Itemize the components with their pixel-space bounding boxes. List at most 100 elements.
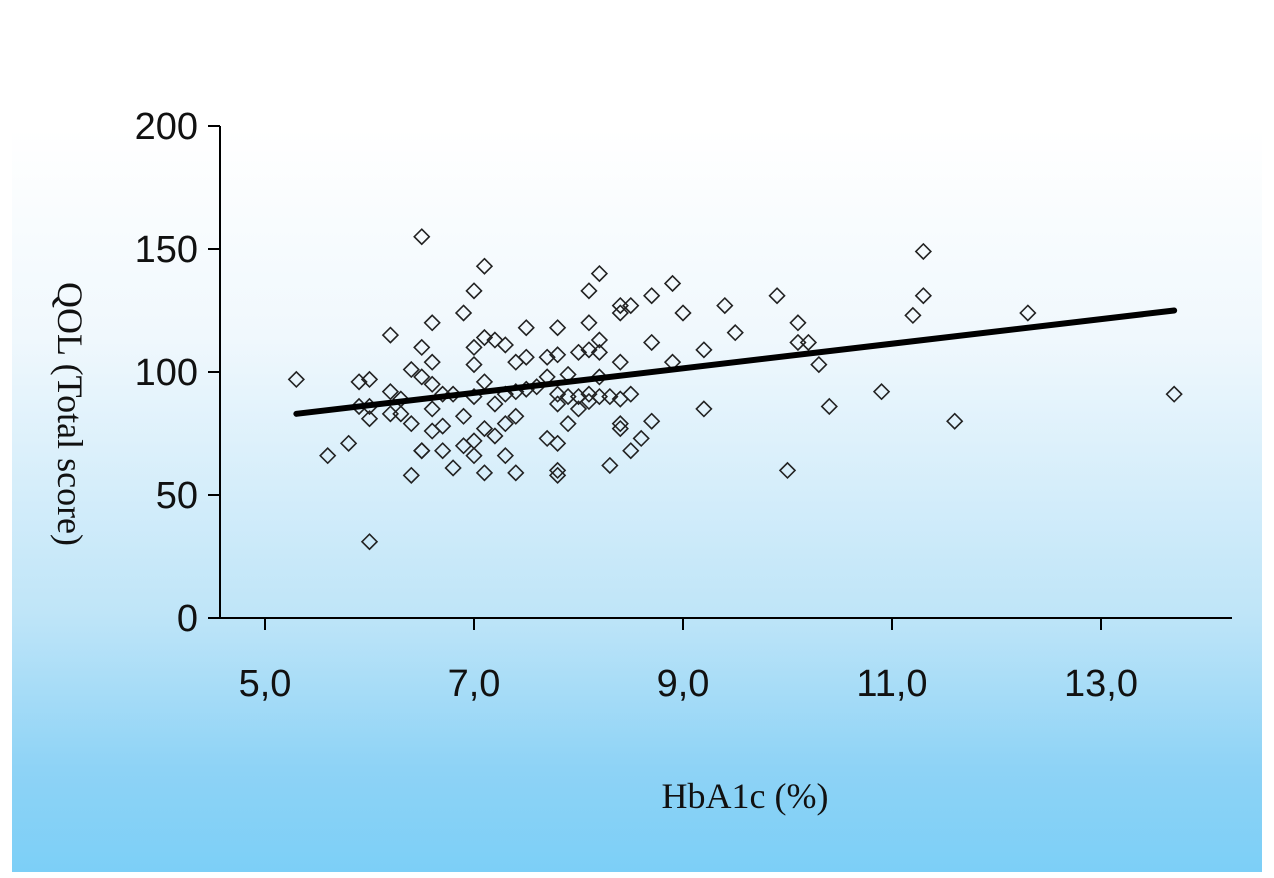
axis-ticks: 0 50 100 150 200 5,0 7,0 9,0 11,0 13,0 bbox=[135, 106, 1138, 705]
data-point bbox=[413, 228, 431, 246]
data-point bbox=[611, 304, 629, 322]
data-point bbox=[350, 373, 368, 391]
data-point bbox=[381, 326, 400, 344]
data-point bbox=[548, 346, 567, 364]
data-point bbox=[643, 287, 661, 305]
data-point bbox=[465, 355, 483, 374]
data-point bbox=[674, 304, 692, 322]
data-point bbox=[548, 434, 567, 452]
data-point bbox=[548, 319, 567, 337]
data-point bbox=[611, 415, 629, 433]
data-point bbox=[454, 304, 473, 322]
data-point bbox=[434, 417, 452, 435]
data-point bbox=[517, 348, 535, 366]
trendline bbox=[293, 307, 1178, 417]
data-point bbox=[580, 341, 598, 359]
x-tick-label: 11,0 bbox=[856, 663, 927, 705]
data-point bbox=[423, 400, 441, 418]
data-points bbox=[287, 228, 1183, 551]
data-point bbox=[381, 383, 400, 401]
data-point bbox=[590, 368, 609, 386]
x-axis-title: HbA1c (%) bbox=[662, 776, 829, 816]
data-point bbox=[496, 415, 514, 433]
data-point bbox=[465, 432, 483, 450]
data-point bbox=[580, 385, 598, 403]
data-point bbox=[475, 419, 494, 438]
data-point bbox=[486, 331, 504, 349]
data-point bbox=[601, 456, 619, 475]
x-tick-label: 13,0 bbox=[1064, 663, 1138, 705]
data-point bbox=[475, 328, 494, 347]
data-point bbox=[496, 447, 514, 465]
y-tick-label: 200 bbox=[135, 106, 198, 148]
data-point bbox=[360, 370, 379, 389]
data-point bbox=[643, 412, 661, 430]
data-point bbox=[914, 242, 932, 261]
data-point bbox=[402, 360, 420, 379]
data-point bbox=[454, 437, 473, 455]
data-point bbox=[1019, 304, 1037, 322]
data-point bbox=[475, 464, 494, 482]
data-point bbox=[392, 405, 410, 423]
data-point bbox=[413, 368, 431, 386]
data-point bbox=[695, 341, 713, 359]
data-point bbox=[872, 383, 891, 401]
data-point bbox=[423, 422, 441, 440]
data-point bbox=[339, 434, 358, 452]
data-point bbox=[465, 338, 483, 357]
y-tick-label: 100 bbox=[135, 352, 198, 394]
data-point bbox=[946, 412, 964, 430]
data-point bbox=[538, 348, 556, 366]
data-point bbox=[695, 400, 713, 418]
data-point bbox=[768, 287, 786, 305]
data-point bbox=[486, 395, 504, 413]
data-point bbox=[559, 415, 577, 433]
data-point bbox=[622, 442, 640, 460]
data-point bbox=[507, 353, 525, 371]
data-point bbox=[486, 427, 504, 445]
data-point bbox=[810, 355, 828, 374]
data-point bbox=[548, 395, 567, 413]
chart-panel: 0 50 100 150 200 5,0 7,0 9,0 11,0 13,0 HbA1c (%) … bbox=[12, 8, 1262, 872]
y-tick-label: 50 bbox=[156, 475, 198, 517]
data-point bbox=[392, 390, 410, 408]
data-point bbox=[548, 461, 567, 480]
data-point bbox=[381, 405, 400, 423]
data-point bbox=[454, 407, 473, 425]
x-tick-label: 5,0 bbox=[239, 663, 292, 705]
data-point bbox=[434, 442, 452, 460]
data-point bbox=[444, 385, 462, 403]
data-point bbox=[914, 287, 932, 305]
data-point bbox=[423, 375, 441, 393]
data-point bbox=[507, 464, 525, 482]
data-point bbox=[726, 324, 744, 342]
data-point bbox=[287, 370, 305, 389]
data-point bbox=[538, 429, 556, 448]
data-point bbox=[360, 533, 379, 551]
data-point bbox=[789, 314, 807, 332]
data-point bbox=[590, 343, 609, 361]
data-point bbox=[517, 319, 535, 337]
data-point bbox=[413, 338, 431, 357]
data-point bbox=[663, 274, 682, 293]
data-point bbox=[475, 373, 494, 391]
y-tick-label: 0 bbox=[177, 598, 198, 640]
y-tick-label: 150 bbox=[135, 229, 198, 271]
data-point bbox=[799, 333, 818, 352]
data-point bbox=[580, 314, 598, 332]
data-point bbox=[423, 314, 441, 332]
data-point bbox=[580, 282, 598, 300]
data-point bbox=[465, 447, 483, 465]
data-point bbox=[632, 429, 650, 448]
data-point bbox=[444, 459, 462, 477]
data-point bbox=[548, 385, 567, 403]
data-point bbox=[423, 353, 441, 371]
data-point bbox=[643, 333, 661, 352]
data-point bbox=[360, 410, 379, 428]
data-point bbox=[548, 466, 567, 484]
data-point bbox=[611, 353, 629, 371]
trendline-group bbox=[293, 307, 1178, 417]
data-point bbox=[622, 385, 640, 403]
data-point bbox=[611, 419, 629, 438]
